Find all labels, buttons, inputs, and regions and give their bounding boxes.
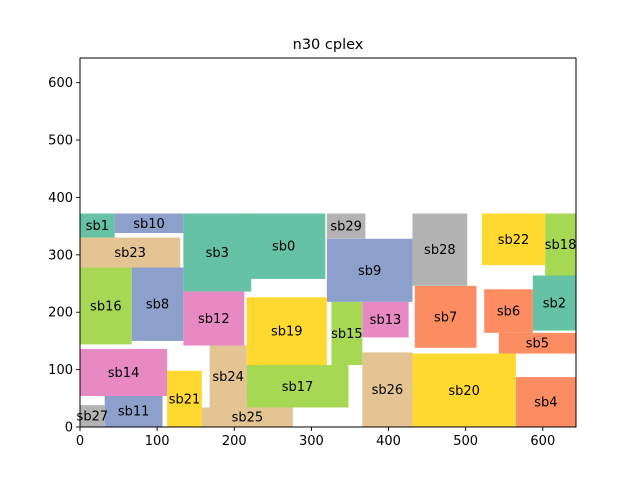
block-label-sb22: sb22 — [498, 233, 530, 248]
x-tick-label: 0 — [76, 434, 84, 449]
y-tick-label: 400 — [48, 191, 73, 206]
y-tick-label: 600 — [48, 76, 73, 91]
x-tick-label: 300 — [299, 434, 324, 449]
block-label-sb12: sb12 — [198, 312, 230, 327]
block-sb14 — [80, 348, 168, 397]
block-label-sb23: sb23 — [114, 246, 146, 261]
plot-frame — [79, 57, 577, 428]
block-label-sb27: sb27 — [77, 410, 109, 425]
block-label-sb20: sb20 — [448, 384, 480, 399]
block-sb19 — [246, 297, 327, 366]
block-sb18 — [545, 213, 576, 276]
block-sb3 — [183, 213, 252, 292]
blocks-layer: sb0 sb1 sb2 sb3 sb4 sb5 sb6 sb7 sb8 sb9 sb10 sb11 sb… — [77, 213, 577, 427]
block-sb9 — [326, 238, 413, 302]
block-label-sb28: sb28 — [424, 243, 456, 258]
block-sb17 — [246, 365, 349, 408]
block-label-sb2: sb2 — [543, 297, 566, 312]
block-label-sb0: sb0 — [272, 240, 295, 255]
block-sb27 — [80, 405, 105, 427]
block-sb21 — [167, 370, 202, 427]
y-tick-label: 300 — [48, 248, 73, 263]
block-sb26 — [362, 352, 413, 427]
axes-layer: 0 100 200 300 400 500 600 0 100 200 300 400 500 600 — [48, 76, 555, 449]
block-sb10 — [114, 213, 184, 234]
block-label-sb14: sb14 — [108, 366, 140, 381]
y-tick-label: 0 — [65, 421, 73, 436]
y-tick-label: 100 — [48, 363, 73, 378]
block-sb0 — [241, 213, 326, 279]
block-sb28 — [412, 213, 468, 286]
block-sb15 — [331, 301, 363, 366]
block-label-sb6: sb6 — [497, 305, 520, 320]
chart-title: n30 cplex — [293, 37, 364, 53]
block-label-sb7: sb7 — [434, 310, 457, 325]
block-sb22 — [481, 213, 546, 266]
block-label-sb9: sb9 — [358, 264, 381, 279]
block-sb13 — [362, 301, 409, 338]
block-sb11 — [104, 394, 163, 427]
block-sb1 — [80, 213, 115, 238]
x-tick-label: 200 — [222, 434, 247, 449]
block-label-sb26: sb26 — [372, 383, 404, 398]
block-label-sb10: sb10 — [133, 217, 165, 232]
block-label-sb25: sb25 — [232, 411, 264, 426]
block-label-sb11: sb11 — [118, 404, 150, 419]
x-tick-label: 100 — [145, 434, 170, 449]
block-label-sb19: sb19 — [271, 325, 303, 340]
block-label-sb4: sb4 — [534, 396, 557, 411]
block-label-sb5: sb5 — [526, 337, 549, 352]
block-label-sb3: sb3 — [206, 246, 229, 261]
y-tick-label: 200 — [48, 306, 73, 321]
x-tick-label: 600 — [530, 434, 555, 449]
block-sb24 — [209, 345, 247, 408]
block-label-sb8: sb8 — [146, 298, 169, 313]
block-label-sb29: sb29 — [330, 220, 362, 235]
block-sb20 — [412, 353, 516, 427]
block-label-sb21: sb21 — [169, 392, 201, 407]
block-sb6 — [484, 289, 533, 333]
block-sb4 — [515, 377, 576, 427]
x-tick-label: 500 — [453, 434, 478, 449]
block-label-sb15: sb15 — [331, 327, 363, 342]
block-sb2 — [532, 275, 576, 331]
block-sb7 — [414, 285, 477, 348]
block-sb23 — [80, 237, 181, 268]
block-label-sb1: sb1 — [86, 219, 109, 234]
block-sb12 — [183, 291, 245, 346]
block-sb29 — [326, 213, 366, 239]
block-sb8 — [131, 267, 184, 341]
block-label-sb24: sb24 — [212, 370, 244, 385]
block-sb5 — [498, 332, 576, 354]
block-sb16 — [80, 267, 132, 345]
x-tick-label: 400 — [376, 434, 401, 449]
block-label-sb17: sb17 — [282, 380, 314, 395]
y-tick-label: 500 — [48, 134, 73, 149]
block-label-sb18: sb18 — [545, 238, 577, 253]
block-label-sb13: sb13 — [370, 313, 402, 328]
block-sb25 — [201, 407, 293, 427]
block-label-sb16: sb16 — [90, 299, 122, 314]
